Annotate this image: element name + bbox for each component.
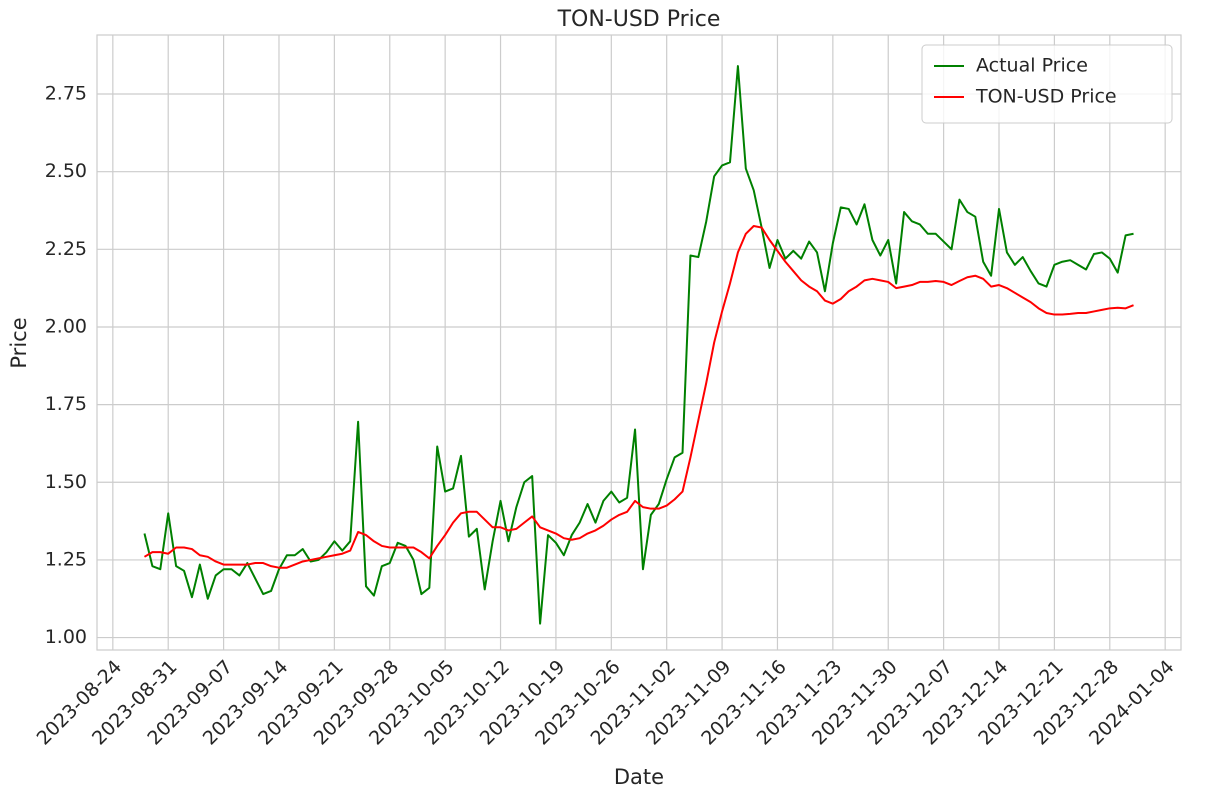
legend-label: TON-USD Price: [975, 86, 1117, 108]
data-line: [143, 225, 1134, 569]
y-tick-label: 2.50: [45, 160, 87, 182]
legend-label: Actual Price: [976, 55, 1088, 77]
y-tick-label: 2.25: [45, 238, 87, 260]
y-tick-label: 2.00: [45, 315, 87, 337]
legend: Actual Price TON-USD Price: [921, 44, 1173, 124]
y-tick-label: 1.75: [45, 393, 87, 415]
y-tick-label: 1.50: [45, 471, 87, 493]
y-axis-label: Price: [7, 317, 31, 368]
chart-title: TON-USD Price: [557, 7, 721, 32]
y-tick-label: 1.00: [45, 626, 87, 648]
plot-frame: [96, 34, 1182, 651]
x-axis-label: Date: [614, 765, 664, 789]
y-tick-label: 2.75: [45, 83, 87, 105]
y-tick-label: 1.25: [45, 548, 87, 570]
legend-box: [921, 44, 1173, 124]
